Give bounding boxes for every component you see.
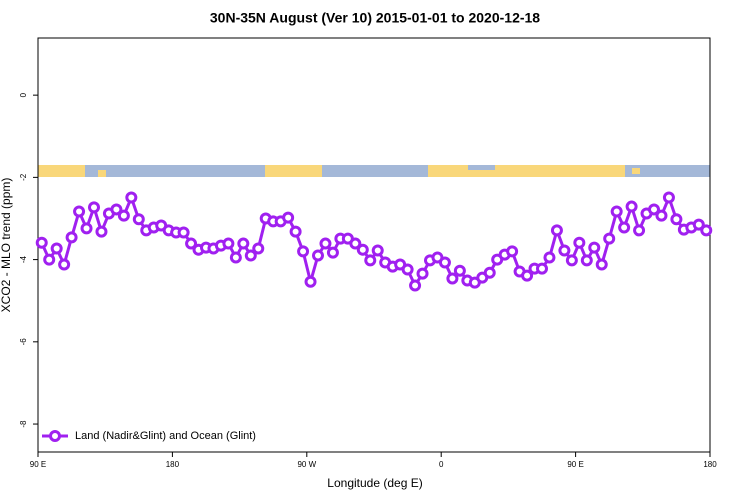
- x-tick-label: 0: [439, 460, 444, 469]
- legend-marker: [49, 430, 61, 442]
- data-point: [588, 241, 601, 254]
- data-point: [73, 205, 86, 218]
- data-point: [573, 236, 586, 249]
- data-point: [550, 224, 563, 237]
- data-point: [304, 275, 317, 288]
- data-point: [483, 266, 496, 279]
- data-point: [610, 205, 623, 218]
- y-tick-label: -4: [19, 255, 28, 263]
- data-point: [438, 256, 451, 269]
- data-point: [371, 244, 384, 257]
- data-point: [319, 237, 332, 250]
- data-point: [117, 209, 130, 222]
- data-point: [648, 203, 660, 216]
- data-point: [132, 213, 145, 226]
- data-point: [222, 237, 235, 250]
- data-point: [595, 258, 608, 271]
- data-point: [416, 267, 429, 280]
- data-point: [618, 221, 631, 234]
- y-axis-label: XCO2 - MLO trend (ppm): [0, 178, 13, 313]
- x-tick-label: 90 E: [567, 460, 583, 469]
- data-point: [244, 249, 257, 262]
- legend: Land (Nadir&Glint) and Ocean (Glint): [42, 430, 256, 442]
- data-point: [633, 224, 646, 237]
- data-point: [558, 244, 571, 257]
- x-tick-label: 90 E: [30, 460, 46, 469]
- data-point: [289, 225, 302, 238]
- data-point: [88, 201, 100, 214]
- data-point: [543, 251, 556, 264]
- data-point: [580, 254, 593, 267]
- y-tick-label: -8: [19, 420, 28, 428]
- data-point: [506, 245, 519, 258]
- y-tick-label: -6: [19, 338, 28, 346]
- data-point: [521, 269, 534, 282]
- data-point: [662, 191, 675, 204]
- data-point: [58, 258, 71, 271]
- data-point: [312, 249, 324, 262]
- data-point: [229, 251, 242, 264]
- plot-frame: [37, 37, 711, 453]
- data-point: [655, 209, 668, 222]
- data-point: [625, 200, 638, 213]
- data-point: [95, 225, 108, 238]
- data-point: [536, 262, 548, 275]
- data-point: [356, 243, 369, 256]
- data-point: [65, 231, 78, 244]
- data-point: [670, 213, 683, 226]
- data-point: [35, 236, 48, 249]
- data-point: [297, 245, 310, 258]
- data-point: [364, 254, 377, 267]
- x-tick-label: 180: [166, 460, 180, 469]
- data-point: [603, 232, 616, 245]
- data-point: [349, 237, 362, 250]
- data-point: [326, 246, 339, 259]
- data-point: [80, 222, 93, 235]
- data-point: [692, 218, 705, 231]
- data-point: [43, 253, 56, 266]
- y-tick-label: 0: [19, 92, 28, 97]
- data-point: [409, 279, 422, 292]
- chart-title: 30N-35N August (Ver 10) 2015-01-01 to 20…: [210, 10, 540, 26]
- x-axis-label: Longitude (deg E): [327, 476, 422, 490]
- data-point: [453, 264, 466, 277]
- y-tick-label: -2: [19, 173, 28, 181]
- data-point: [125, 191, 138, 204]
- data-point: [237, 237, 250, 250]
- data-point: [50, 242, 63, 255]
- legend-label: Land (Nadir&Glint) and Ocean (Glint): [75, 430, 256, 442]
- data-point: [110, 203, 123, 216]
- data-point: [446, 272, 459, 285]
- data-point: [282, 211, 295, 224]
- x-tick-label: 180: [703, 460, 717, 469]
- data-point: [177, 226, 190, 239]
- land-ocean-strip: [38, 165, 710, 177]
- data-point: [185, 237, 198, 250]
- data-point: [252, 242, 265, 255]
- x-tick-label: 90 W: [297, 460, 316, 469]
- data-point: [565, 254, 578, 267]
- data-point: [700, 224, 713, 237]
- data-point: [401, 263, 414, 276]
